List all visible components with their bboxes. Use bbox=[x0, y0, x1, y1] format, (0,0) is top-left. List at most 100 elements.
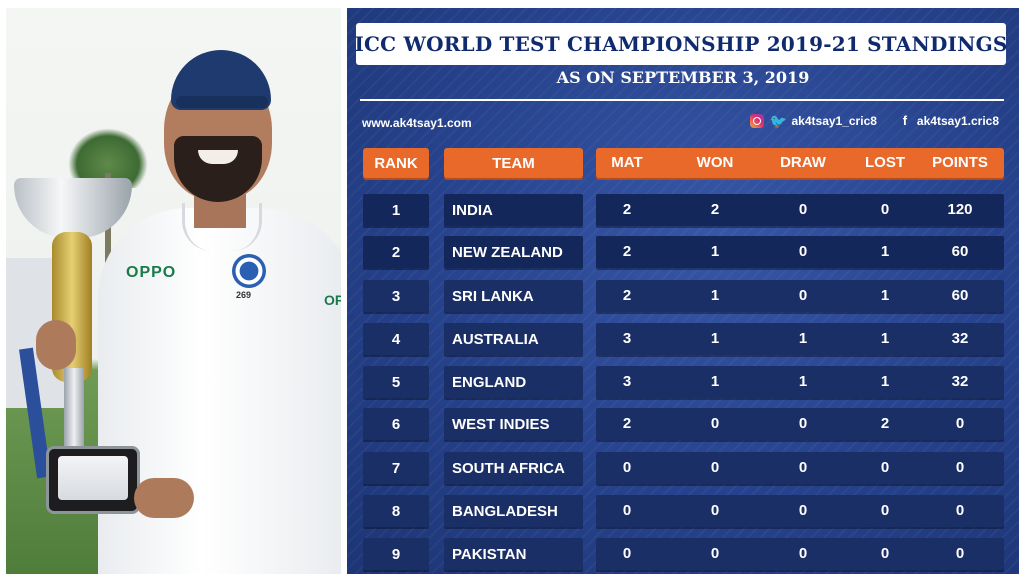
table-row: 4 AUSTRALIA 3 1 1 1 32 bbox=[347, 323, 1019, 355]
table-row: 9 PAKISTAN 0 0 0 0 0 bbox=[347, 538, 1019, 570]
stats-cell: 3 1 1 1 32 bbox=[596, 366, 1004, 398]
mat-value: 3 bbox=[622, 330, 632, 347]
rank-cell: 4 bbox=[363, 323, 429, 355]
facebook-icon: f bbox=[902, 113, 908, 128]
rank-cell: 6 bbox=[363, 408, 429, 440]
sleeve-sponsor-logo: OP bbox=[324, 292, 341, 308]
table-row: 5 ENGLAND 3 1 1 1 32 bbox=[347, 366, 1019, 398]
table-row: 1 INDIA 2 2 0 0 120 bbox=[347, 194, 1019, 226]
rank-cell: 8 bbox=[363, 495, 429, 527]
page-title: ICC WORLD TEST CHAMPIONSHIP 2019-21 STAN… bbox=[354, 32, 1008, 56]
rank-cell: 1 bbox=[363, 194, 429, 226]
stats-cell: 0 0 0 0 0 bbox=[596, 452, 1004, 484]
column-header-points: POINTS bbox=[932, 154, 988, 171]
trophy-plaque bbox=[58, 456, 128, 500]
mat-value: 3 bbox=[622, 373, 632, 390]
team-cell: BANGLADESH bbox=[444, 495, 583, 527]
stats-cell: 2 0 0 2 0 bbox=[596, 408, 1004, 440]
shirt-collar bbox=[182, 203, 262, 251]
rank-cell: 9 bbox=[363, 538, 429, 570]
won-value: 0 bbox=[710, 459, 720, 476]
won-value: 0 bbox=[710, 545, 720, 562]
draw-value: 0 bbox=[798, 201, 808, 218]
team-cell: AUSTRALIA bbox=[444, 323, 583, 355]
player-right-hand bbox=[134, 478, 194, 518]
twitter-icon: 🐦 bbox=[769, 113, 787, 129]
points-value: 0 bbox=[955, 545, 965, 562]
website-link[interactable]: www.ak4tsay1.com bbox=[362, 116, 472, 130]
social-handles: 🐦 ak4tsay1_cric8 f ak4tsay1.cric8 bbox=[749, 113, 999, 129]
table-row: 2 NEW ZEALAND 2 1 0 1 60 bbox=[347, 236, 1019, 268]
lost-value: 1 bbox=[880, 373, 890, 390]
mat-value: 2 bbox=[622, 415, 632, 432]
lost-value: 0 bbox=[880, 459, 890, 476]
lost-value: 0 bbox=[880, 502, 890, 519]
rank-cell: 3 bbox=[363, 280, 429, 312]
column-header-mat: MAT bbox=[611, 154, 643, 171]
team-cell: INDIA bbox=[444, 194, 583, 226]
shirt-sponsor-logo: OPPO bbox=[126, 264, 177, 281]
stats-cell: 0 0 0 0 0 bbox=[596, 538, 1004, 570]
column-header-won: WON bbox=[696, 154, 734, 171]
lost-value: 1 bbox=[880, 330, 890, 347]
column-header-draw: DRAW bbox=[780, 154, 826, 171]
points-value: 60 bbox=[951, 287, 969, 304]
lost-value: 1 bbox=[880, 287, 890, 304]
rank-cell: 5 bbox=[363, 366, 429, 398]
table-row: 3 SRI LANKA 2 1 0 1 60 bbox=[347, 280, 1019, 312]
draw-value: 0 bbox=[798, 287, 808, 304]
team-cell: NEW ZEALAND bbox=[444, 236, 583, 268]
rank-cell: 2 bbox=[363, 236, 429, 268]
standings-panel: ICC WORLD TEST CHAMPIONSHIP 2019-21 STAN… bbox=[347, 8, 1019, 574]
won-value: 1 bbox=[710, 373, 720, 390]
instagram-icon bbox=[749, 114, 764, 128]
player-smile bbox=[198, 150, 238, 164]
player-left-hand bbox=[36, 320, 76, 370]
mat-value: 2 bbox=[622, 287, 632, 304]
table-row: 6 WEST INDIES 2 0 0 2 0 bbox=[347, 408, 1019, 440]
draw-value: 0 bbox=[798, 545, 808, 562]
mat-value: 0 bbox=[622, 502, 632, 519]
facebook-handle[interactable]: ak4tsay1.cric8 bbox=[916, 114, 999, 128]
column-header-team: TEAM bbox=[444, 148, 583, 178]
stats-cell: 0 0 0 0 0 bbox=[596, 495, 1004, 527]
cap-brim bbox=[176, 96, 268, 108]
stats-cell: 2 1 0 1 60 bbox=[596, 280, 1004, 312]
lost-value: 0 bbox=[880, 545, 890, 562]
points-value: 32 bbox=[951, 330, 969, 347]
mat-value: 2 bbox=[622, 201, 632, 218]
divider bbox=[360, 99, 1004, 101]
team-cell: PAKISTAN bbox=[444, 538, 583, 570]
instagram-twitter-handle[interactable]: ak4tsay1_cric8 bbox=[791, 114, 877, 128]
won-value: 2 bbox=[710, 201, 720, 218]
draw-value: 1 bbox=[798, 330, 808, 347]
draw-value: 1 bbox=[798, 373, 808, 390]
points-value: 32 bbox=[951, 373, 969, 390]
won-value: 1 bbox=[710, 287, 720, 304]
draw-value: 0 bbox=[798, 243, 808, 260]
draw-value: 0 bbox=[798, 502, 808, 519]
points-value: 0 bbox=[955, 415, 965, 432]
player-photo: OPPO OP 269 bbox=[6, 8, 341, 574]
stats-cell: 2 2 0 0 120 bbox=[596, 194, 1004, 226]
team-cell: SRI LANKA bbox=[444, 280, 583, 312]
stats-cell: 3 1 1 1 32 bbox=[596, 323, 1004, 355]
lost-value: 0 bbox=[880, 201, 890, 218]
mat-value: 0 bbox=[622, 459, 632, 476]
cap-number: 269 bbox=[236, 290, 252, 300]
column-header-rank: RANK bbox=[363, 148, 429, 178]
team-cell: ENGLAND bbox=[444, 366, 583, 398]
points-value: 120 bbox=[947, 201, 973, 218]
points-value: 60 bbox=[951, 243, 969, 260]
trophy-stem bbox=[64, 368, 84, 448]
table-row: 8 BANGLADESH 0 0 0 0 0 bbox=[347, 495, 1019, 527]
stats-cell: 2 1 0 1 60 bbox=[596, 236, 1004, 268]
won-value: 1 bbox=[710, 243, 720, 260]
column-header-lost: LOST bbox=[865, 154, 905, 171]
won-value: 1 bbox=[710, 330, 720, 347]
points-value: 0 bbox=[955, 459, 965, 476]
team-badge-icon bbox=[232, 254, 266, 288]
won-value: 0 bbox=[710, 502, 720, 519]
draw-value: 0 bbox=[798, 459, 808, 476]
player-shirt bbox=[98, 208, 341, 574]
